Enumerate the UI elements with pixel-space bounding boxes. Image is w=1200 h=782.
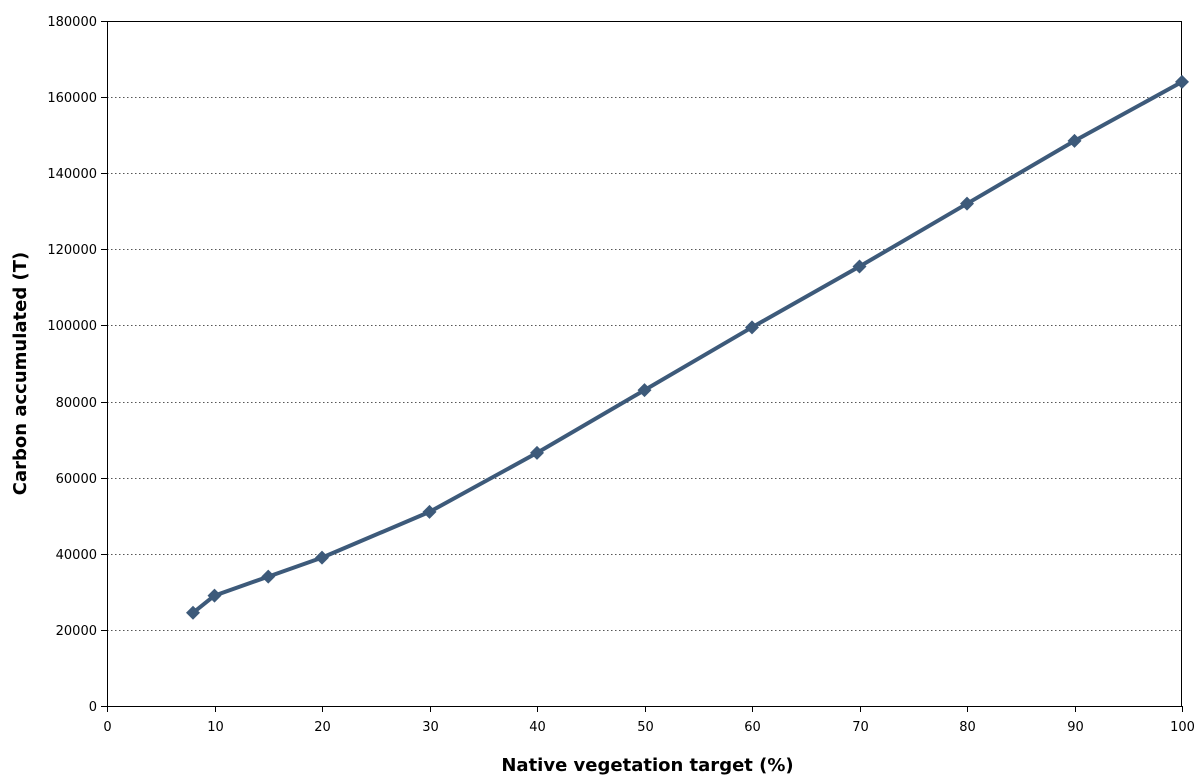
data-point — [261, 569, 276, 584]
x-tick-label: 50 — [637, 720, 654, 735]
y-tick-label: 40000 — [56, 548, 97, 563]
data-point — [637, 383, 652, 398]
x-tick-label: 60 — [744, 720, 761, 735]
x-axis-title: Native vegetation target (%) — [501, 755, 793, 776]
x-tick-label: 100 — [1170, 720, 1195, 735]
plot-frame — [107, 21, 1182, 707]
y-tick-label: 140000 — [47, 167, 97, 182]
x-tick-label: 80 — [959, 720, 976, 735]
y-tick-label: 80000 — [56, 396, 97, 411]
data-point — [852, 259, 867, 274]
y-tick-label: 60000 — [56, 472, 97, 487]
y-tick-label: 180000 — [47, 15, 97, 30]
y-axis-title: Carbon accumulated (T) — [10, 252, 31, 495]
y-tick-label: 160000 — [47, 91, 97, 106]
data-point — [1175, 74, 1189, 89]
grid-lines — [107, 21, 1182, 631]
x-tick-label: 20 — [314, 720, 331, 735]
data-point — [1067, 133, 1082, 148]
data-point — [530, 445, 544, 460]
x-tick-label: 10 — [207, 720, 224, 735]
data-point — [207, 588, 222, 603]
data-point — [422, 504, 437, 519]
x-tick-label: 0 — [103, 720, 111, 735]
data-point — [745, 320, 759, 335]
x-tick-label: 40 — [529, 720, 546, 735]
x-tick-label: 70 — [852, 720, 869, 735]
y-tick-label: 120000 — [47, 243, 97, 258]
y-tick-label: 100000 — [47, 319, 97, 334]
axes: 0 20000 40000 60000 80000 100000 120000 140000 1… — [47, 15, 1195, 735]
series-line — [191, 79, 1184, 615]
data-point — [186, 605, 200, 620]
y-tick-label: 0 — [89, 700, 97, 715]
y-tick-label: 20000 — [56, 624, 97, 639]
data-point — [315, 550, 329, 565]
x-tick-label: 30 — [422, 720, 439, 735]
data-point — [960, 196, 974, 211]
x-tick-label: 90 — [1067, 720, 1084, 735]
series-group — [186, 74, 1189, 620]
